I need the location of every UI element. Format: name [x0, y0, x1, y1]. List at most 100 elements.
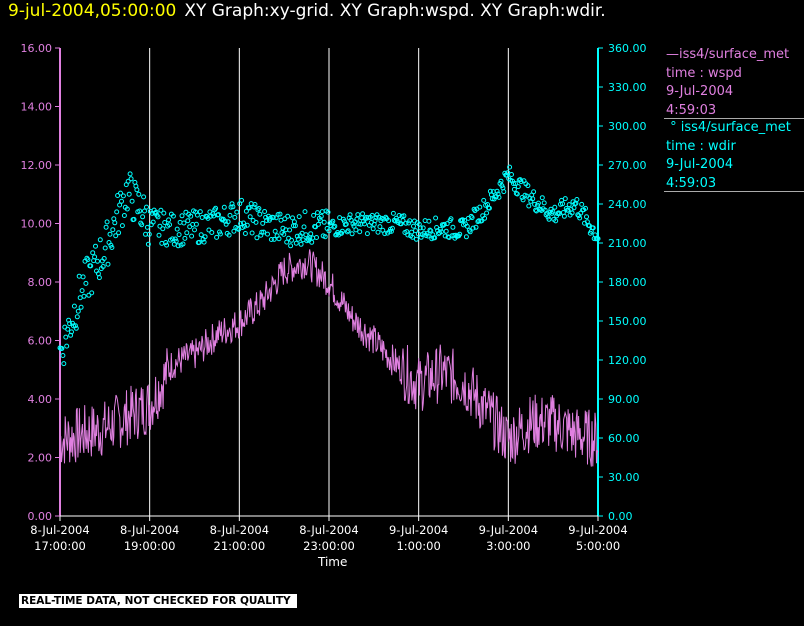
wdir-point [71, 323, 76, 329]
wdir-point [254, 235, 260, 241]
wdir-point [221, 204, 227, 210]
wdir-point [463, 234, 469, 240]
wdir-point [121, 213, 127, 218]
wdir-point [155, 214, 161, 220]
wdir-point [86, 292, 92, 298]
wdir-point [552, 204, 558, 210]
wdir-point [390, 210, 396, 216]
wdir-point [114, 209, 120, 215]
legend-wspd-line2: time : wspd [666, 65, 742, 81]
wdir-point [202, 234, 208, 240]
wdir-point [499, 183, 505, 189]
wdir-point [590, 225, 596, 231]
wdir-point [481, 197, 487, 203]
wdir-point [574, 197, 580, 202]
wdir-point [562, 196, 568, 202]
wdir-point [382, 231, 388, 237]
wdir-point [373, 215, 379, 221]
left-y-tick-label: 12.00 [21, 159, 53, 172]
wdir-point [393, 215, 399, 221]
right-y-tick-label: 330.00 [608, 81, 647, 94]
wdir-point [139, 222, 145, 228]
wdir-point [417, 225, 423, 231]
left-y-tick-label: 16.00 [21, 42, 53, 55]
wdir-point [343, 221, 349, 227]
wdir-point [437, 226, 443, 232]
wdir-point [142, 208, 147, 214]
wdir-point [79, 288, 85, 294]
wdir-point [127, 171, 133, 177]
x-tick-time-label: 23:00:00 [303, 539, 355, 553]
wdir-point [76, 273, 82, 279]
wdir-point [357, 229, 363, 235]
wdir-point [405, 232, 411, 238]
wdir-point [65, 326, 71, 332]
wdir-point [71, 303, 77, 309]
wdir-point [83, 280, 89, 286]
wdir-point [484, 210, 490, 216]
wdir-point [85, 257, 91, 263]
wdir-point [124, 206, 130, 212]
wdir-point [81, 293, 87, 299]
wdir-point [290, 215, 295, 221]
wdir-point [192, 227, 197, 233]
wdir-point [167, 222, 172, 228]
wdir-point [565, 207, 571, 213]
wdir-point [477, 204, 483, 210]
wdir-point [537, 207, 543, 212]
wdir-point [370, 226, 376, 232]
wdir-point [252, 202, 258, 207]
right-y-tick-label: 150.00 [608, 315, 647, 328]
wdir-point [253, 219, 259, 225]
wdir-point [303, 232, 309, 238]
wdir-point [518, 179, 524, 185]
left-y-tick-label: 2.00 [28, 452, 53, 465]
wdir-point [418, 234, 424, 240]
wdir-point [160, 226, 166, 232]
wdir-point [315, 221, 321, 227]
wdir-point [331, 224, 337, 230]
wdir-point [560, 201, 565, 207]
wdir-point [258, 232, 264, 238]
wdir-point [318, 213, 324, 219]
wdir-point [420, 225, 426, 231]
wdir-point [277, 211, 283, 217]
wdir-point [326, 228, 332, 234]
wdir-point [217, 231, 223, 237]
wdir-point [321, 219, 327, 225]
x-tick-date-label: 9-Jul-2004 [479, 523, 538, 537]
x-tick-time-label: 1:00:00 [396, 539, 440, 553]
wdir-point [117, 202, 123, 208]
wdir-point [234, 209, 240, 215]
wdir-point [244, 222, 250, 228]
wdir-point [101, 256, 107, 261]
wdir-point [441, 221, 447, 227]
wdir-point [425, 233, 431, 239]
wdir-point [293, 240, 299, 246]
wdir-point [107, 231, 113, 237]
wdir-point [396, 213, 402, 218]
x-tick-date-label: 8-Jul-2004 [299, 523, 358, 537]
wdir-point [546, 216, 552, 222]
wdir-point [60, 353, 66, 358]
wdir-point [145, 241, 151, 247]
wdir-point [125, 178, 131, 184]
wdir-point [188, 213, 194, 219]
wdir-point [103, 224, 109, 230]
header-timestamp: 9-jul-2004,05:00:00 [8, 1, 177, 21]
wdir-point [157, 223, 163, 229]
wdir-point [105, 261, 111, 267]
wdir-point [595, 236, 601, 242]
wdir-point [510, 178, 515, 184]
wdir-point [410, 234, 416, 240]
wdir-point [372, 218, 378, 224]
wdir-point [313, 224, 318, 230]
wdir-point [539, 195, 545, 201]
wdir-point [182, 235, 188, 241]
wdir-point [473, 224, 479, 230]
wdir-point [507, 164, 513, 170]
wdir-point [115, 193, 121, 198]
wdir-point [232, 214, 238, 220]
wdir-point [193, 221, 199, 227]
wdir-point [505, 170, 511, 176]
